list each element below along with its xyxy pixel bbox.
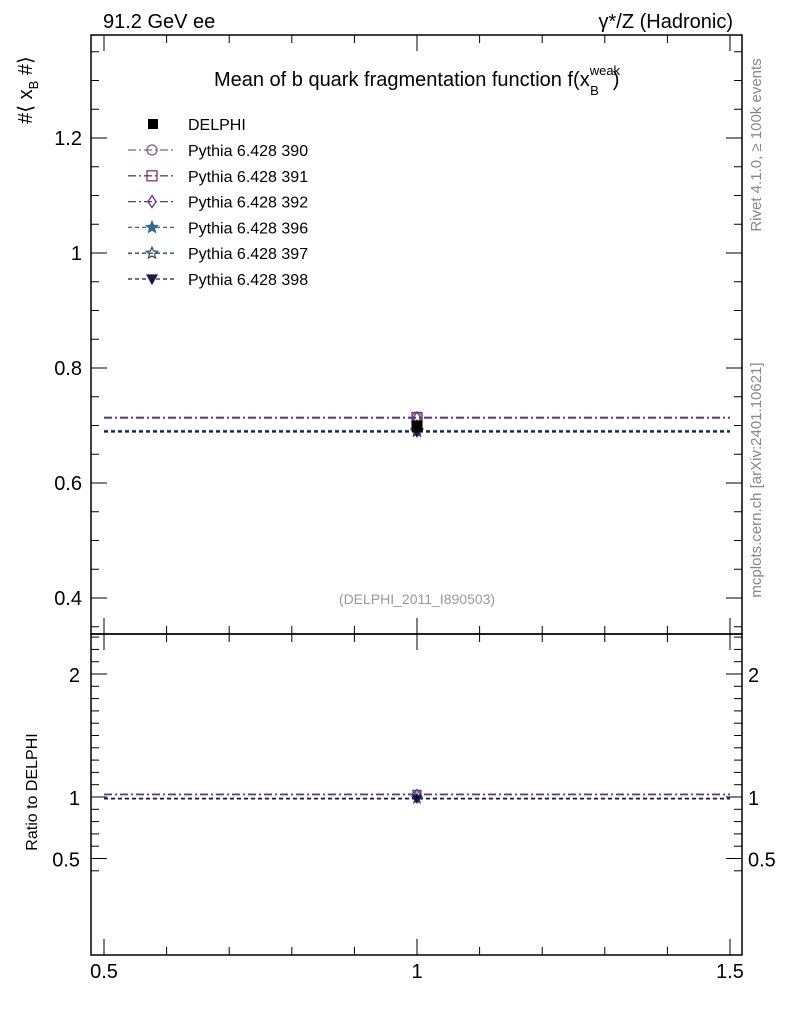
legend-data-marker <box>148 119 158 129</box>
data-marker <box>411 420 423 432</box>
plot-title: Mean of b quark fragmentation function f… <box>214 63 621 98</box>
plot-title-sup: weak <box>589 63 621 78</box>
plot-title-main: Mean of b quark fragmentation function f… <box>214 69 590 91</box>
legend-label: Pythia 6.428 398 <box>188 272 308 289</box>
ratio-series <box>104 788 730 804</box>
star-filled-marker <box>144 219 160 234</box>
plot-title-close: ) <box>613 69 620 91</box>
ratio-tick-label: 1 <box>69 788 80 810</box>
ratio-tick-label: 2 <box>69 665 80 687</box>
plot-title-sub: B <box>590 83 599 98</box>
analysis-watermark: (DELPHI_2011_I890503) <box>339 591 495 607</box>
legend-label: Pythia 6.428 391 <box>188 169 308 186</box>
y-tick-label: 0.4 <box>54 588 82 610</box>
y-axis-label: #⟨ xB #⟩ <box>15 56 41 124</box>
circle-open-marker <box>146 144 158 156</box>
y-axis-label-sub: B <box>26 81 41 90</box>
ratio-tick-label: 0.5 <box>52 850 80 872</box>
x-tick-label: 1 <box>411 961 422 983</box>
tick-labels: 0.4 0.6 0.8 1 1.2 0.5 0.5 1 1 2 2 0.5 1 1.5 <box>52 128 776 983</box>
diamond-open-marker <box>147 194 157 209</box>
main-axis-ticks <box>91 35 742 634</box>
x-tick-label: 0.5 <box>90 961 118 983</box>
y-axis-label-prefix: #⟨ x <box>15 89 37 123</box>
ratio-tick-label-right: 0.5 <box>748 850 776 872</box>
mcplots-label: mcplots.cern.ch [arXiv:2401.10621] <box>748 362 765 597</box>
y-tick-label: 0.8 <box>54 358 82 380</box>
ratio-axis-label: Ratio to DELPHI <box>24 733 41 850</box>
legend-label: Pythia 6.428 396 <box>188 220 308 237</box>
y-tick-label: 1.2 <box>54 128 82 150</box>
y-tick-label: 0.6 <box>54 473 82 495</box>
legend-label-delphi: DELPHI <box>188 117 246 134</box>
x-tick-label: 1.5 <box>716 961 744 983</box>
triangle-down-filled-marker <box>145 274 159 286</box>
y-axis-label-suffix: #⟩ <box>15 56 37 80</box>
legend: DELPHI Pythia 6.428 390 Pythia 6.428 391 Py… <box>128 117 308 289</box>
ratio-tick-label-right: 2 <box>748 665 759 687</box>
legend-label: Pythia 6.428 392 <box>188 195 308 212</box>
star-open-marker <box>144 245 160 260</box>
ratio-axis-ticks <box>91 634 742 955</box>
header-left: 91.2 GeV ee <box>103 11 215 33</box>
legend-label: Pythia 6.428 397 <box>188 246 308 263</box>
square-open-marker <box>146 170 158 182</box>
rivet-label: Rivet 4.1.0, ≥ 100k events <box>748 58 765 231</box>
y-tick-label: 1 <box>71 243 82 265</box>
ratio-tick-label-right: 1 <box>748 788 759 810</box>
main-series <box>104 410 730 439</box>
header-right: γ*/Z (Hadronic) <box>599 11 733 33</box>
legend-label: Pythia 6.428 390 <box>188 143 308 160</box>
